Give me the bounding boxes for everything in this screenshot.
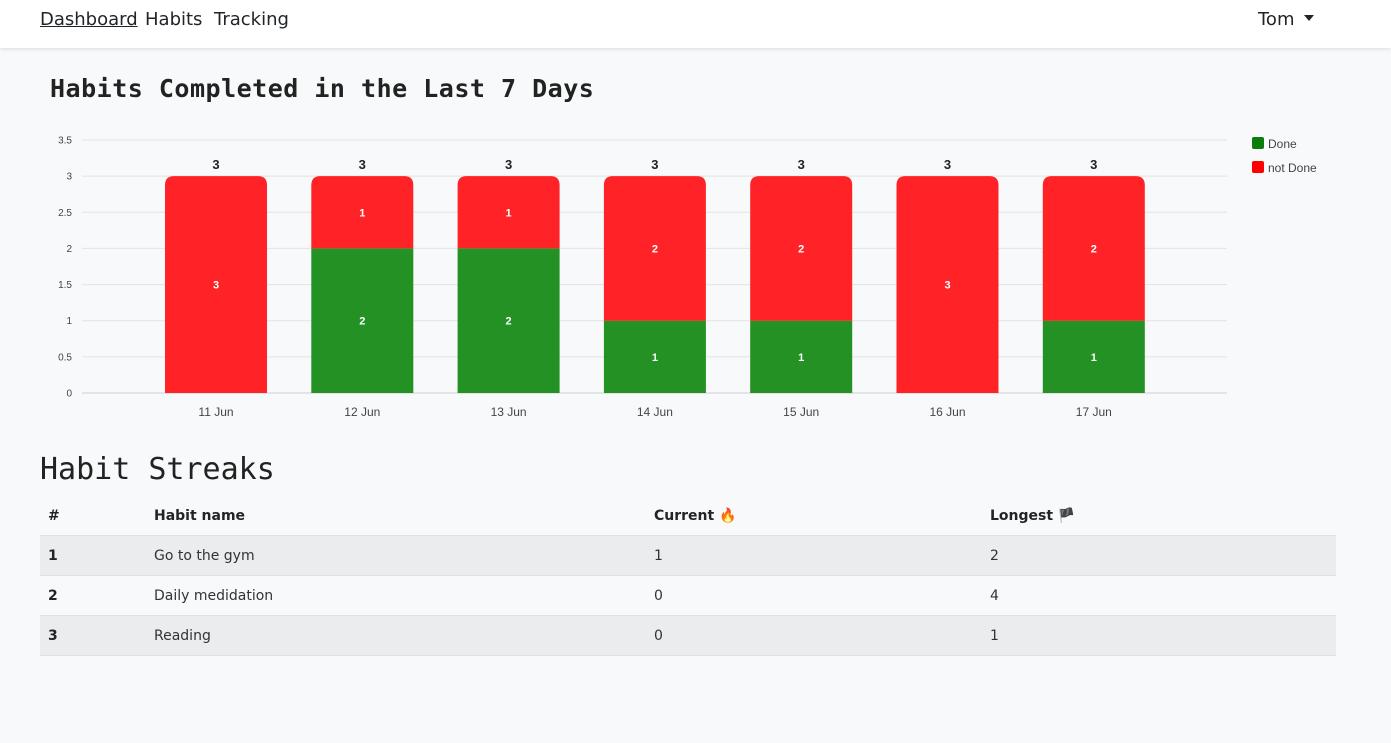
bar-not-done <box>896 176 999 393</box>
legend-swatch <box>1252 161 1264 173</box>
bar-done-label: 1 <box>652 352 658 364</box>
legend-label: Done <box>1268 137 1297 151</box>
bar-total-label: 3 <box>359 157 366 172</box>
bar-total-label: 3 <box>944 157 951 172</box>
streaks-title: Habit Streaks <box>40 452 275 487</box>
bar-not-done <box>165 176 267 393</box>
row-current-streak: 0 <box>646 615 982 656</box>
bar-total-label: 3 <box>505 157 512 172</box>
x-tick-label: 15 Jun <box>783 405 819 419</box>
nav-link-dashboard[interactable]: Dashboard <box>40 9 138 30</box>
x-tick-label: 16 Jun <box>929 405 965 419</box>
x-tick-label: 14 Jun <box>637 405 673 419</box>
row-habit-name: Daily medidation <box>146 575 646 616</box>
bar-total-label: 3 <box>212 157 219 172</box>
streaks-table: # Habit name Current 🔥 Longest 🏴 1 Go to… <box>40 496 1336 656</box>
y-tick-label: 0 <box>66 389 72 400</box>
bar-total-label: 3 <box>798 157 805 172</box>
row-current-streak: 0 <box>646 575 982 616</box>
caret-down-icon <box>1304 15 1315 21</box>
navbar: Dashboard Habits Tracking Tom <box>0 0 1391 48</box>
legend-swatch <box>1252 137 1264 149</box>
row-longest-streak: 2 <box>982 535 1336 576</box>
row-habit-name: Go to the gym <box>146 535 646 576</box>
bar-not-done-label: 3 <box>944 280 950 292</box>
user-name: Tom <box>1258 9 1295 30</box>
bar-done-label: 1 <box>1091 352 1097 364</box>
legend-label: not Done <box>1268 161 1317 175</box>
y-tick-label: 0.5 <box>58 352 72 363</box>
y-tick-label: 3 <box>66 172 72 183</box>
x-tick-label: 11 Jun <box>198 405 233 419</box>
bar-done <box>750 320 853 393</box>
bar-not-done <box>1042 176 1145 321</box>
bar-done <box>1042 320 1145 393</box>
bar-done <box>311 248 414 393</box>
bar-not-done <box>311 176 414 249</box>
bar-total-label: 3 <box>1090 157 1097 172</box>
row-longest-streak: 4 <box>982 575 1336 616</box>
habits-bar-chart: 0 0.5 1 1.5 2 2.5 3 3.5 3 3 11 Jun 2 1 3 12 Jun 2 1 3 13 J… <box>58 136 1317 420</box>
header-current: Current 🔥 <box>646 496 982 536</box>
row-longest-streak: 1 <box>982 615 1336 656</box>
bar-not-done-label: 3 <box>213 280 219 292</box>
bar-not-done-label: 1 <box>359 207 365 219</box>
bar-total-label: 3 <box>651 157 658 172</box>
table-row: 2 Daily medidation 0 4 <box>40 575 1336 616</box>
chart-title: Habits Completed in the Last 7 Days <box>50 74 595 103</box>
header-habit-name: Habit name <box>146 496 646 536</box>
bar-not-done-label: 2 <box>652 243 658 255</box>
y-tick-label: 2 <box>66 244 72 255</box>
bar-done-label: 2 <box>506 316 512 328</box>
bar-done-label: 2 <box>359 316 365 328</box>
bar-not-done-label: 2 <box>1091 243 1097 255</box>
bar-not-done-label: 1 <box>506 207 512 219</box>
bar-not-done <box>750 176 853 321</box>
row-number: 3 <box>40 615 146 656</box>
x-tick-label: 12 Jun <box>344 405 380 419</box>
y-tick-label: 1.5 <box>58 280 72 291</box>
row-number: 2 <box>40 575 146 616</box>
row-habit-name: Reading <box>146 615 646 656</box>
nav-link-tracking[interactable]: Tracking <box>214 9 289 30</box>
bar-not-done-label: 2 <box>798 243 804 255</box>
user-menu-dropdown[interactable]: Tom <box>1258 9 1315 30</box>
y-tick-label: 2.5 <box>58 208 72 219</box>
table-header-row: # Habit name Current 🔥 Longest 🏴 <box>40 496 1336 536</box>
table-row: 1 Go to the gym 1 2 <box>40 535 1336 576</box>
bar-done-label: 1 <box>798 352 804 364</box>
header-number: # <box>40 496 146 536</box>
row-current-streak: 1 <box>646 535 982 576</box>
y-tick-label: 3.5 <box>58 136 72 147</box>
bar-done <box>603 320 706 393</box>
x-tick-label: 13 Jun <box>491 405 527 419</box>
y-tick-label: 1 <box>66 316 72 327</box>
row-number: 1 <box>40 535 146 576</box>
nav-link-habits[interactable]: Habits <box>145 9 203 30</box>
table-row: 3 Reading 0 1 <box>40 615 1336 656</box>
bar-not-done <box>603 176 706 321</box>
bar-not-done <box>457 176 560 249</box>
bar-done <box>457 248 560 393</box>
x-tick-label: 17 Jun <box>1076 405 1112 419</box>
header-longest: Longest 🏴 <box>982 496 1336 536</box>
